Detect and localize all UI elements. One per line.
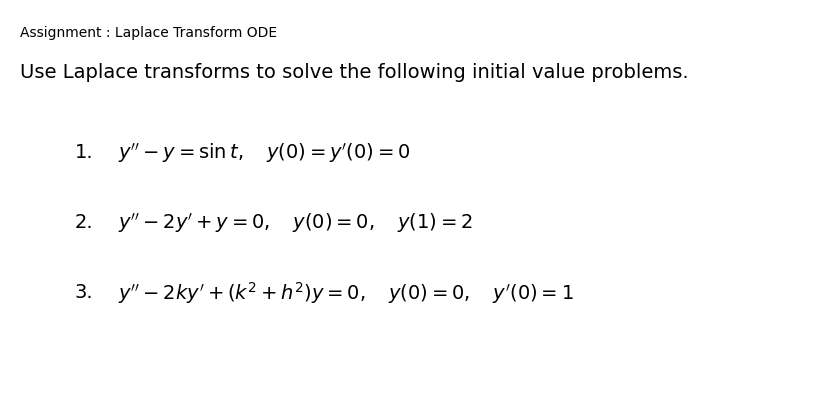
Text: $y'' - 2y' + y = 0, \quad y(0) = 0, \quad y(1) = 2$: $y'' - 2y' + y = 0, \quad y(0) = 0, \qua… [118, 211, 473, 235]
Text: $y'' - 2ky' + (k^2 + h^2)y = 0, \quad y(0) = 0, \quad y'(0) = 1$: $y'' - 2ky' + (k^2 + h^2)y = 0, \quad y(… [118, 280, 574, 306]
Text: Assignment : Laplace Transform ODE: Assignment : Laplace Transform ODE [20, 26, 277, 40]
Text: 3.: 3. [75, 284, 94, 302]
Text: 2.: 2. [75, 213, 94, 233]
Text: Use Laplace transforms to solve the following initial value problems.: Use Laplace transforms to solve the foll… [20, 63, 689, 82]
Text: $y'' - y = \sin t, \quad y(0) = y'(0) = 0$: $y'' - y = \sin t, \quad y(0) = y'(0) = … [118, 141, 410, 165]
Text: 1.: 1. [75, 144, 94, 162]
